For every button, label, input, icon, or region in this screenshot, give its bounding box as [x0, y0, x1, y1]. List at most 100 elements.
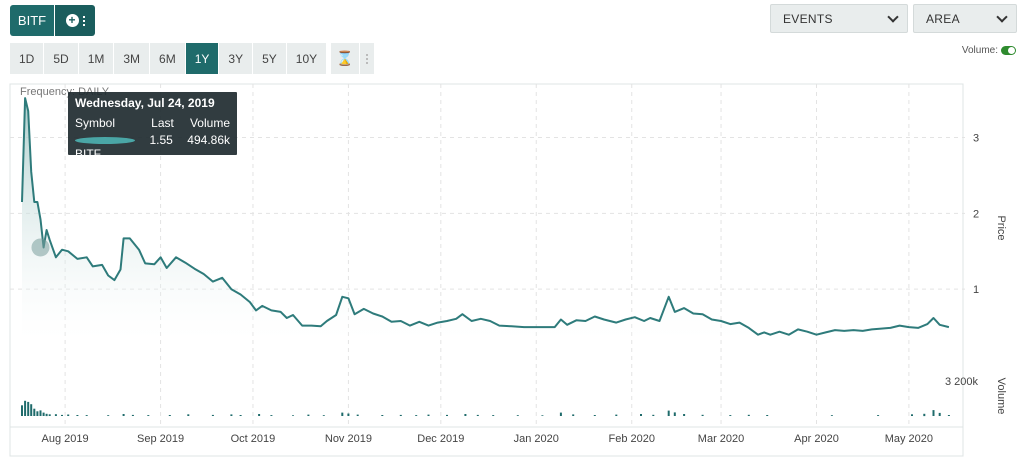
- chart-tooltip: Wednesday, Jul 24, 2019 Symbol Last Volu…: [68, 92, 237, 161]
- period-1m[interactable]: 1M: [78, 43, 114, 74]
- volume-bar: [341, 412, 344, 416]
- volume-bar: [45, 413, 48, 417]
- volume-bar: [122, 414, 125, 416]
- volume-bar: [640, 414, 642, 416]
- period-5d[interactable]: 5D: [44, 43, 78, 74]
- price-area-fill: [22, 98, 949, 340]
- x-tick-label: Feb 2020: [608, 433, 654, 445]
- tooltip-header-row: Symbol Last Volume: [75, 116, 230, 130]
- add-circle-icon: +: [65, 14, 79, 27]
- volume-bar: [48, 414, 51, 416]
- volume-bar: [747, 414, 750, 416]
- x-tick-label: Nov 2019: [325, 433, 372, 445]
- volume-bar: [307, 414, 310, 416]
- volume-bar: [559, 412, 562, 416]
- volume-bar: [27, 401, 30, 416]
- ticker-symbol-button[interactable]: BITF: [10, 5, 54, 36]
- tooltip-volume-value: 494.86k: [187, 133, 230, 147]
- volume-bar: [61, 414, 63, 416]
- period-6m[interactable]: 6M: [150, 43, 185, 74]
- events-dropdown[interactable]: EVENTS: [770, 4, 908, 33]
- volume-axis-title: Volume: [995, 378, 1007, 415]
- period-10y[interactable]: 10Y: [286, 43, 327, 74]
- volume-bar: [347, 413, 350, 416]
- volume-bar: [572, 414, 575, 416]
- volume-bar: [54, 414, 57, 416]
- period-3y[interactable]: 3Y: [219, 43, 253, 74]
- volume-bar: [516, 415, 519, 416]
- series-dot-icon: [75, 137, 135, 144]
- chart-frame: [9, 83, 964, 457]
- period-5y[interactable]: 5Y: [253, 43, 286, 74]
- volume-bar: [729, 415, 732, 416]
- tooltip-symbol: BITF: [75, 133, 135, 161]
- hourglass-icon[interactable]: ⌛: [331, 43, 360, 74]
- tooltip-date: Wednesday, Jul 24, 2019: [75, 96, 215, 110]
- more-vertical-icon: [366, 53, 369, 64]
- x-tick-label: Aug 2019: [42, 433, 89, 445]
- volume-bar: [30, 404, 33, 416]
- volume-bar: [42, 412, 45, 416]
- period-more-button[interactable]: [360, 43, 375, 74]
- period-1d[interactable]: 1D: [10, 43, 44, 74]
- volume-bar: [258, 414, 261, 416]
- volume-bar: [270, 415, 273, 416]
- x-tick-label: Apr 2020: [794, 433, 839, 445]
- volume-bar: [683, 414, 686, 416]
- events-dropdown-label: EVENTS: [783, 11, 833, 26]
- tooltip-header-last: Last: [151, 116, 174, 130]
- volume-bar: [381, 415, 384, 416]
- x-tick-label: Oct 2019: [231, 433, 276, 445]
- y-tick-label: 1: [973, 284, 979, 296]
- volume-bar: [107, 415, 110, 416]
- volume-bar: [446, 414, 448, 416]
- volume-bar: [667, 410, 670, 416]
- volume-bar: [492, 415, 495, 416]
- ticker-menu-button[interactable]: +: [55, 5, 95, 36]
- y-tick-label: 3: [973, 133, 979, 145]
- volume-bar: [415, 415, 418, 416]
- volume-bar: [211, 414, 214, 416]
- period-1y[interactable]: 1Y: [185, 43, 219, 74]
- volume-bar: [356, 414, 359, 416]
- x-tick-label: Dec 2019: [417, 433, 464, 445]
- period-selector: 1D 5D 1M 3M 6M 1Y 3Y 5Y 10Y ⌛: [10, 43, 375, 74]
- volume-bar: [947, 415, 950, 416]
- period-3m[interactable]: 3M: [114, 43, 150, 74]
- tooltip-data-row: BITF 1.55 494.86k: [75, 133, 230, 161]
- volume-bar: [541, 415, 544, 416]
- volume-bar: [938, 412, 941, 416]
- tooltip-symbol-value: BITF: [75, 147, 101, 161]
- volume-toggle[interactable]: Volume:: [962, 45, 1016, 56]
- volume-bar: [399, 414, 402, 416]
- volume-bar: [67, 414, 70, 416]
- volume-toggle-label: Volume:: [961, 45, 998, 56]
- volume-bar: [701, 414, 704, 416]
- volume-bar: [615, 414, 618, 416]
- volume-bar: [476, 414, 479, 416]
- ticker-group: BITF +: [10, 5, 95, 36]
- price-axis-title: Price: [995, 215, 1007, 240]
- volume-bar: [911, 414, 913, 416]
- toggle-switch-icon: [1001, 46, 1016, 55]
- chart-type-dropdown[interactable]: AREA: [913, 4, 1017, 33]
- volume-bar: [673, 412, 676, 416]
- volume-bar: [21, 405, 23, 416]
- volume-bar: [187, 414, 190, 416]
- volume-tick-label: 3 200k: [945, 376, 979, 388]
- tooltip-header-symbol: Symbol: [75, 116, 116, 130]
- y-tick-label: 2: [973, 208, 979, 220]
- volume-bar: [830, 415, 833, 416]
- volume-bar: [39, 410, 42, 416]
- volume-bar: [36, 411, 39, 416]
- price-line: [21, 97, 950, 336]
- tooltip-last-value: 1.55: [149, 133, 173, 147]
- volume-bar: [932, 410, 935, 416]
- x-tick-label: Jan 2020: [514, 433, 559, 445]
- volume-bar: [923, 413, 926, 417]
- volume-bar: [147, 415, 150, 416]
- volume-bar: [877, 415, 880, 416]
- x-tick-label: May 2020: [885, 433, 933, 445]
- volume-bar: [24, 400, 27, 416]
